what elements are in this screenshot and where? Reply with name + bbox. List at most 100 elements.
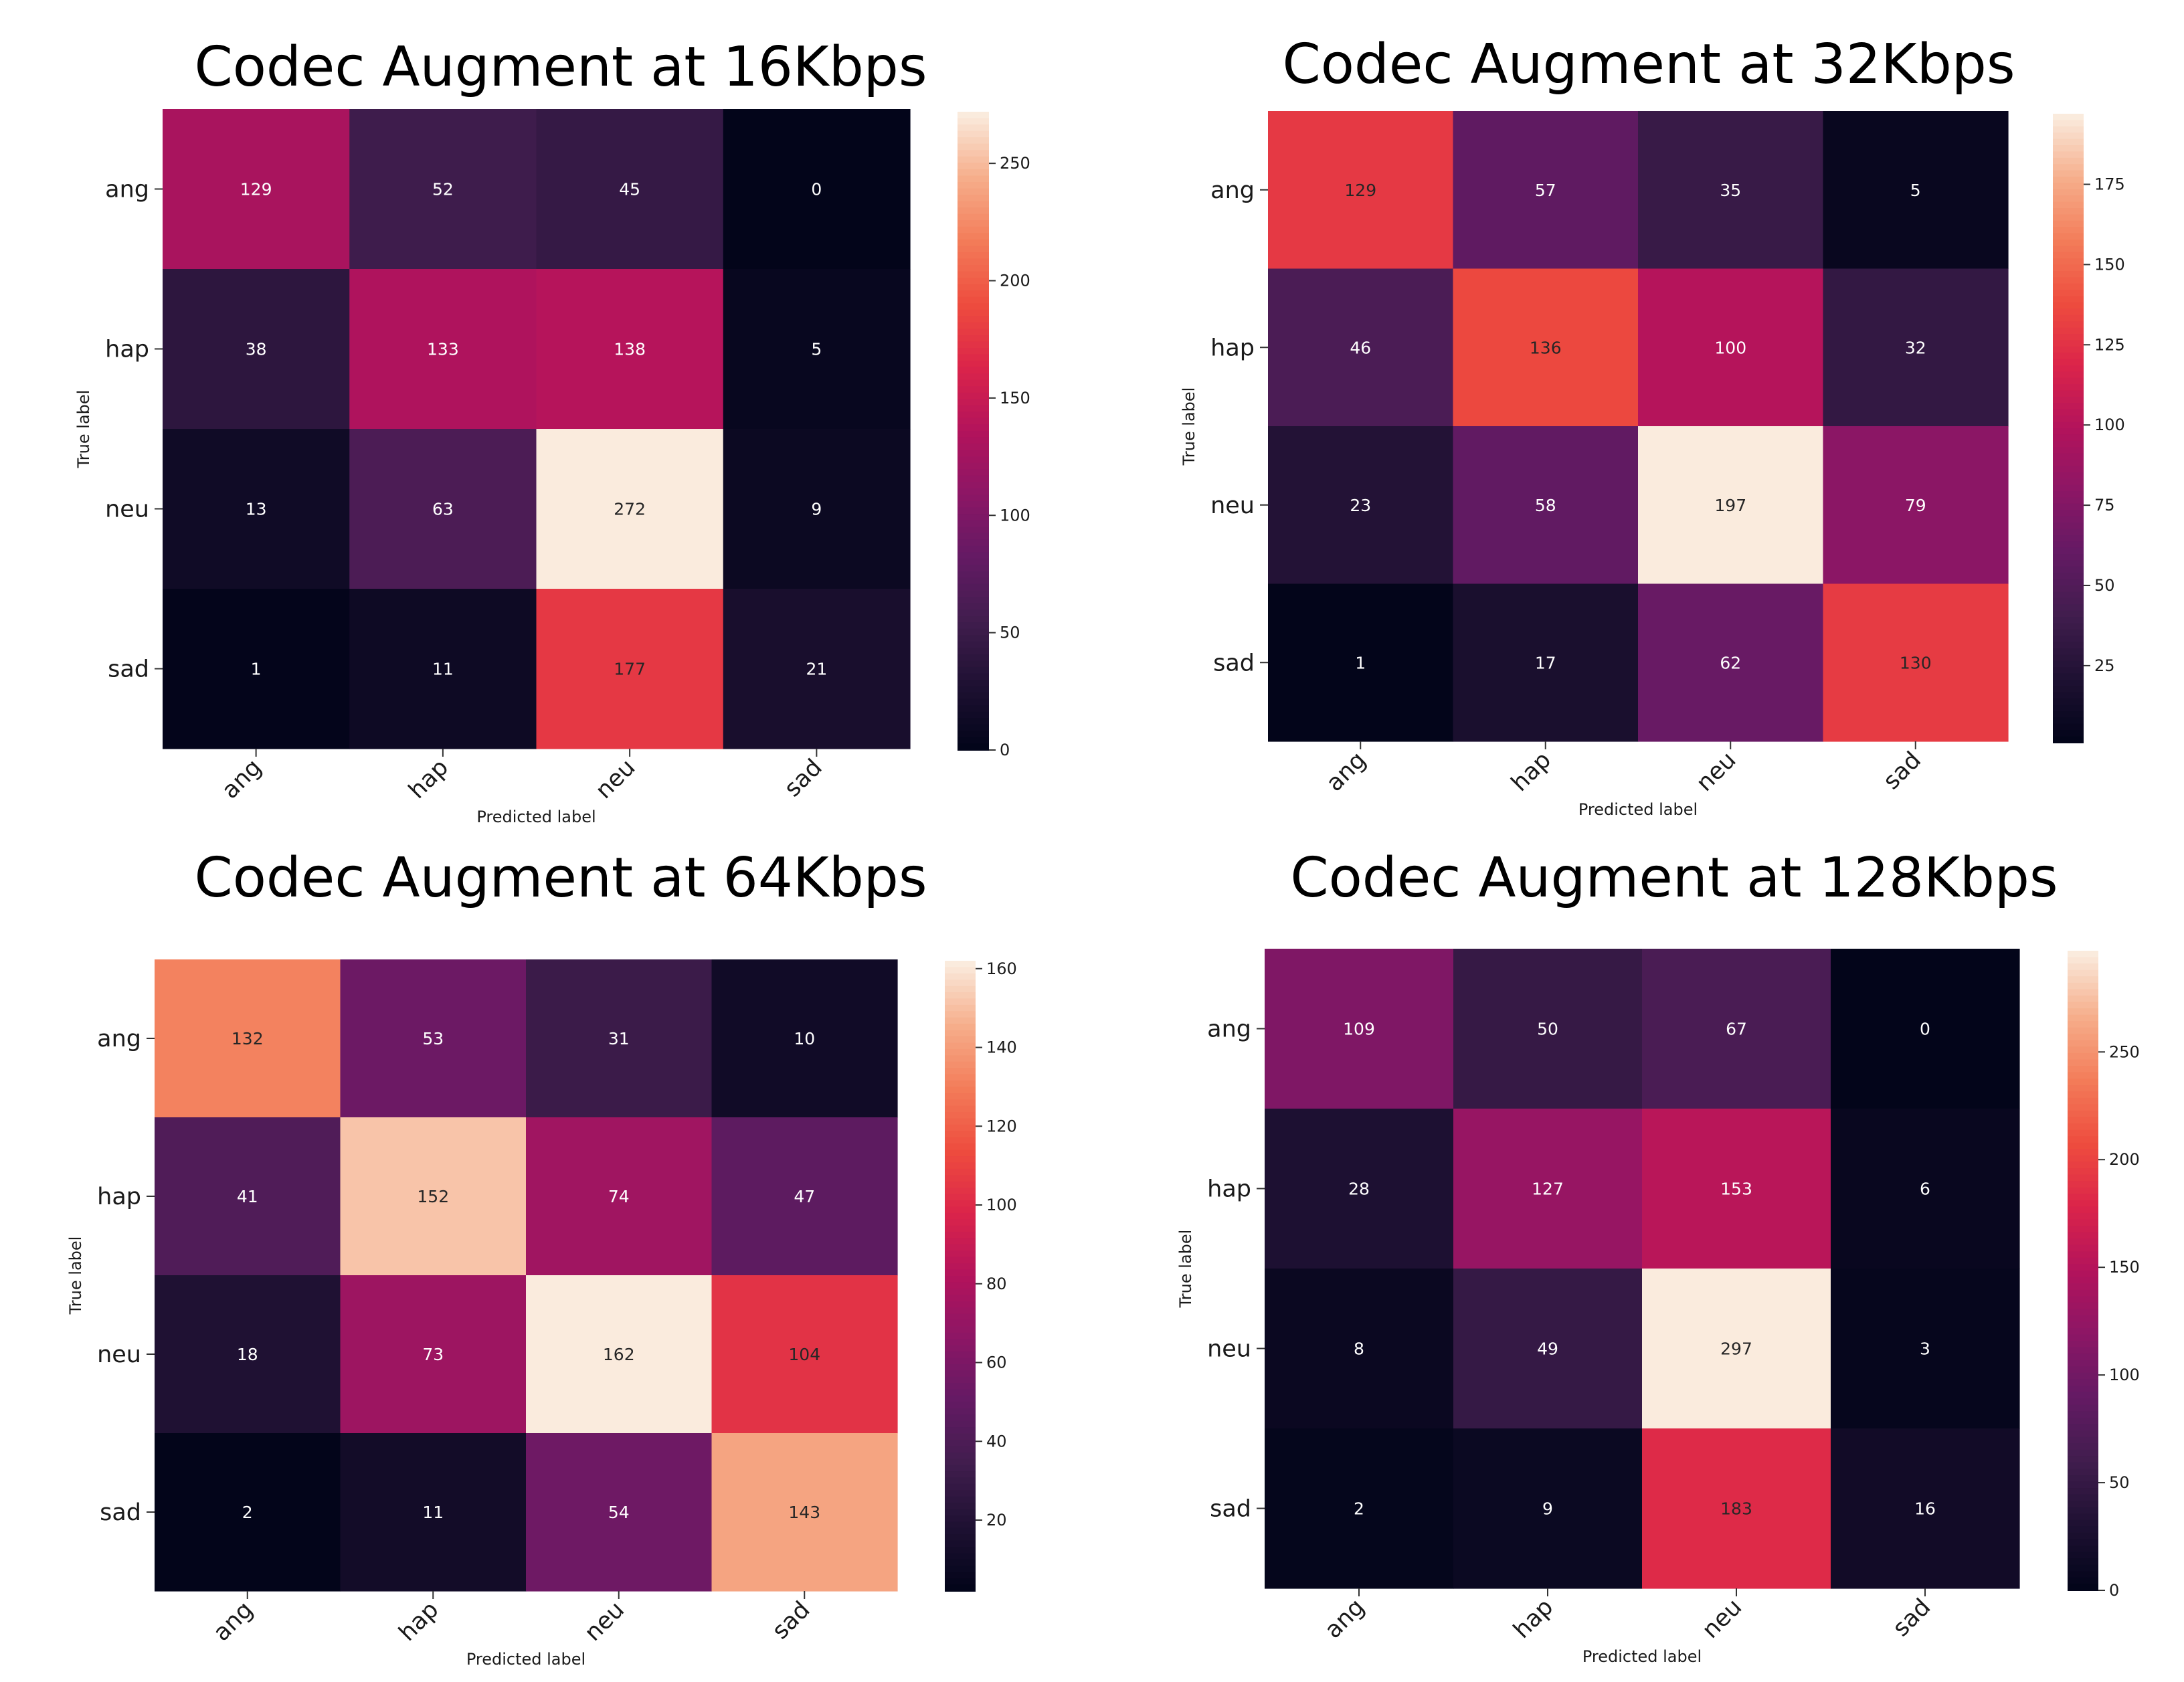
cell-value-label: 47 [794, 1187, 815, 1206]
colorbar-segment [2053, 201, 2084, 209]
colorbar-segment [958, 603, 989, 611]
colorbar-segment [2068, 1066, 2098, 1073]
colorbar-segment [958, 610, 989, 617]
colorbar-segment [958, 724, 989, 732]
colorbar-segment [2068, 963, 2098, 971]
colorbar-segment [2068, 1430, 2098, 1438]
colorbar-segment [2053, 415, 2084, 423]
heatmap-cell [1831, 1428, 2020, 1589]
colorbar-segment [958, 444, 989, 451]
colorbar-segment [2068, 1187, 2098, 1195]
colorbar: 0 50 100 150 200 250 [2068, 951, 2140, 1600]
colorbar-segment [945, 1313, 976, 1321]
colorbar-tick-label: 150 [2094, 255, 2125, 274]
colorbar-segment [2068, 1097, 2098, 1105]
colorbar-segment [2053, 290, 2084, 297]
colorbar-segment [2053, 478, 2084, 486]
colorbar-segment [945, 1232, 976, 1239]
colorbar-tick-label: 120 [986, 1117, 1017, 1135]
cell-value-label: 58 [1535, 496, 1556, 515]
colorbar-segment [958, 163, 989, 170]
colorbar-segment [945, 1503, 976, 1510]
heatmap-cell [1642, 1109, 1831, 1269]
cell-value-label: 17 [1535, 653, 1556, 672]
cell-value-label: 41 [237, 1187, 258, 1206]
colorbar-segment [2053, 384, 2084, 391]
colorbar-segment [958, 514, 989, 521]
colorbar-segment [945, 1408, 976, 1416]
y-tick-label: ang [1210, 177, 1255, 204]
colorbar-segment [2053, 686, 2084, 693]
heatmap-cell [1453, 426, 1639, 585]
colorbar-segment [945, 1465, 976, 1473]
x-axis-label: Predicted label [1582, 1647, 1702, 1666]
colorbar-segment [958, 303, 989, 310]
colorbar-segment [2053, 711, 2084, 719]
cell-value-label: 177 [614, 660, 646, 679]
cell-value-label: 45 [619, 180, 640, 199]
heatmap-cell [349, 109, 537, 270]
colorbar-tick-label: 0 [2109, 1581, 2119, 1600]
colorbar-segment [945, 1452, 976, 1460]
cell-value-label: 10 [794, 1029, 815, 1048]
colorbar-segment [958, 424, 989, 432]
colorbar-segment [2068, 1181, 2098, 1188]
colorbar-segment [945, 1244, 976, 1252]
colorbar-segment [2053, 516, 2084, 523]
cell-value-label: 32 [1905, 338, 1926, 357]
colorbar-segment [2068, 1002, 2098, 1010]
heatmap-cell [723, 429, 911, 589]
colorbar-segment [945, 1219, 976, 1226]
colorbar-segment [945, 1339, 976, 1346]
colorbar-segment [2068, 989, 2098, 996]
colorbar-segment [945, 1319, 976, 1327]
y-axis-label: True label [1176, 1230, 1195, 1309]
colorbar-segment [958, 673, 989, 681]
colorbar-segment [2053, 246, 2084, 253]
colorbar-segment [2053, 730, 2084, 737]
heatmap-cell [1268, 268, 1454, 427]
colorbar-segment [945, 1099, 976, 1107]
colorbar-segment [945, 1553, 976, 1560]
colorbar-segment [2053, 189, 2084, 197]
colorbar-segment [945, 1276, 976, 1283]
colorbar-segment [958, 558, 989, 566]
colorbar-tick-label: 175 [2094, 175, 2125, 194]
colorbar-segment [2053, 390, 2084, 397]
heatmap-cell [340, 1117, 527, 1276]
colorbar-segment [945, 1521, 976, 1529]
colorbar-segment [2068, 1168, 2098, 1176]
colorbar-segment [945, 1200, 976, 1208]
colorbar-segment [2068, 1552, 2098, 1560]
y-axis-label: True label [66, 1236, 85, 1315]
colorbar-segment [958, 207, 989, 215]
colorbar-segment [958, 335, 989, 343]
y-tick-label: sad [1213, 650, 1255, 676]
y-tick-label: hap [97, 1184, 141, 1210]
colorbar-segment [958, 686, 989, 694]
heatmap-cell [1642, 1428, 1831, 1589]
heatmap-cell [1638, 583, 1824, 742]
colorbar-segment [945, 1383, 976, 1390]
cell-value-label: 16 [1914, 1499, 1936, 1519]
cell-value-label: 63 [432, 500, 454, 519]
colorbar-segment [2053, 434, 2084, 442]
colorbar-segment [2053, 491, 2084, 498]
x-axis-label: Predicted label [466, 1650, 585, 1669]
colorbar-segment [945, 1181, 976, 1189]
colorbar-segment [2068, 1244, 2098, 1252]
colorbar-segment [2068, 1584, 2098, 1591]
panel-title: Codec Augment at 16Kbps [194, 35, 927, 99]
colorbar-segment [2053, 535, 2084, 543]
colorbar-segment [2068, 1546, 2098, 1553]
colorbar-segment [2053, 409, 2084, 417]
x-tick-label: hap [1506, 747, 1556, 797]
colorbar-segment [945, 1156, 976, 1163]
colorbar-tick-label: 200 [1000, 272, 1030, 290]
cell-value-label: 5 [811, 340, 822, 359]
colorbar-tick-label: 0 [1000, 741, 1010, 759]
cell-value-label: 11 [432, 660, 454, 679]
colorbar-segment [958, 539, 989, 547]
colorbar-segment [2068, 1257, 2098, 1265]
colorbar-segment [2068, 951, 2098, 958]
